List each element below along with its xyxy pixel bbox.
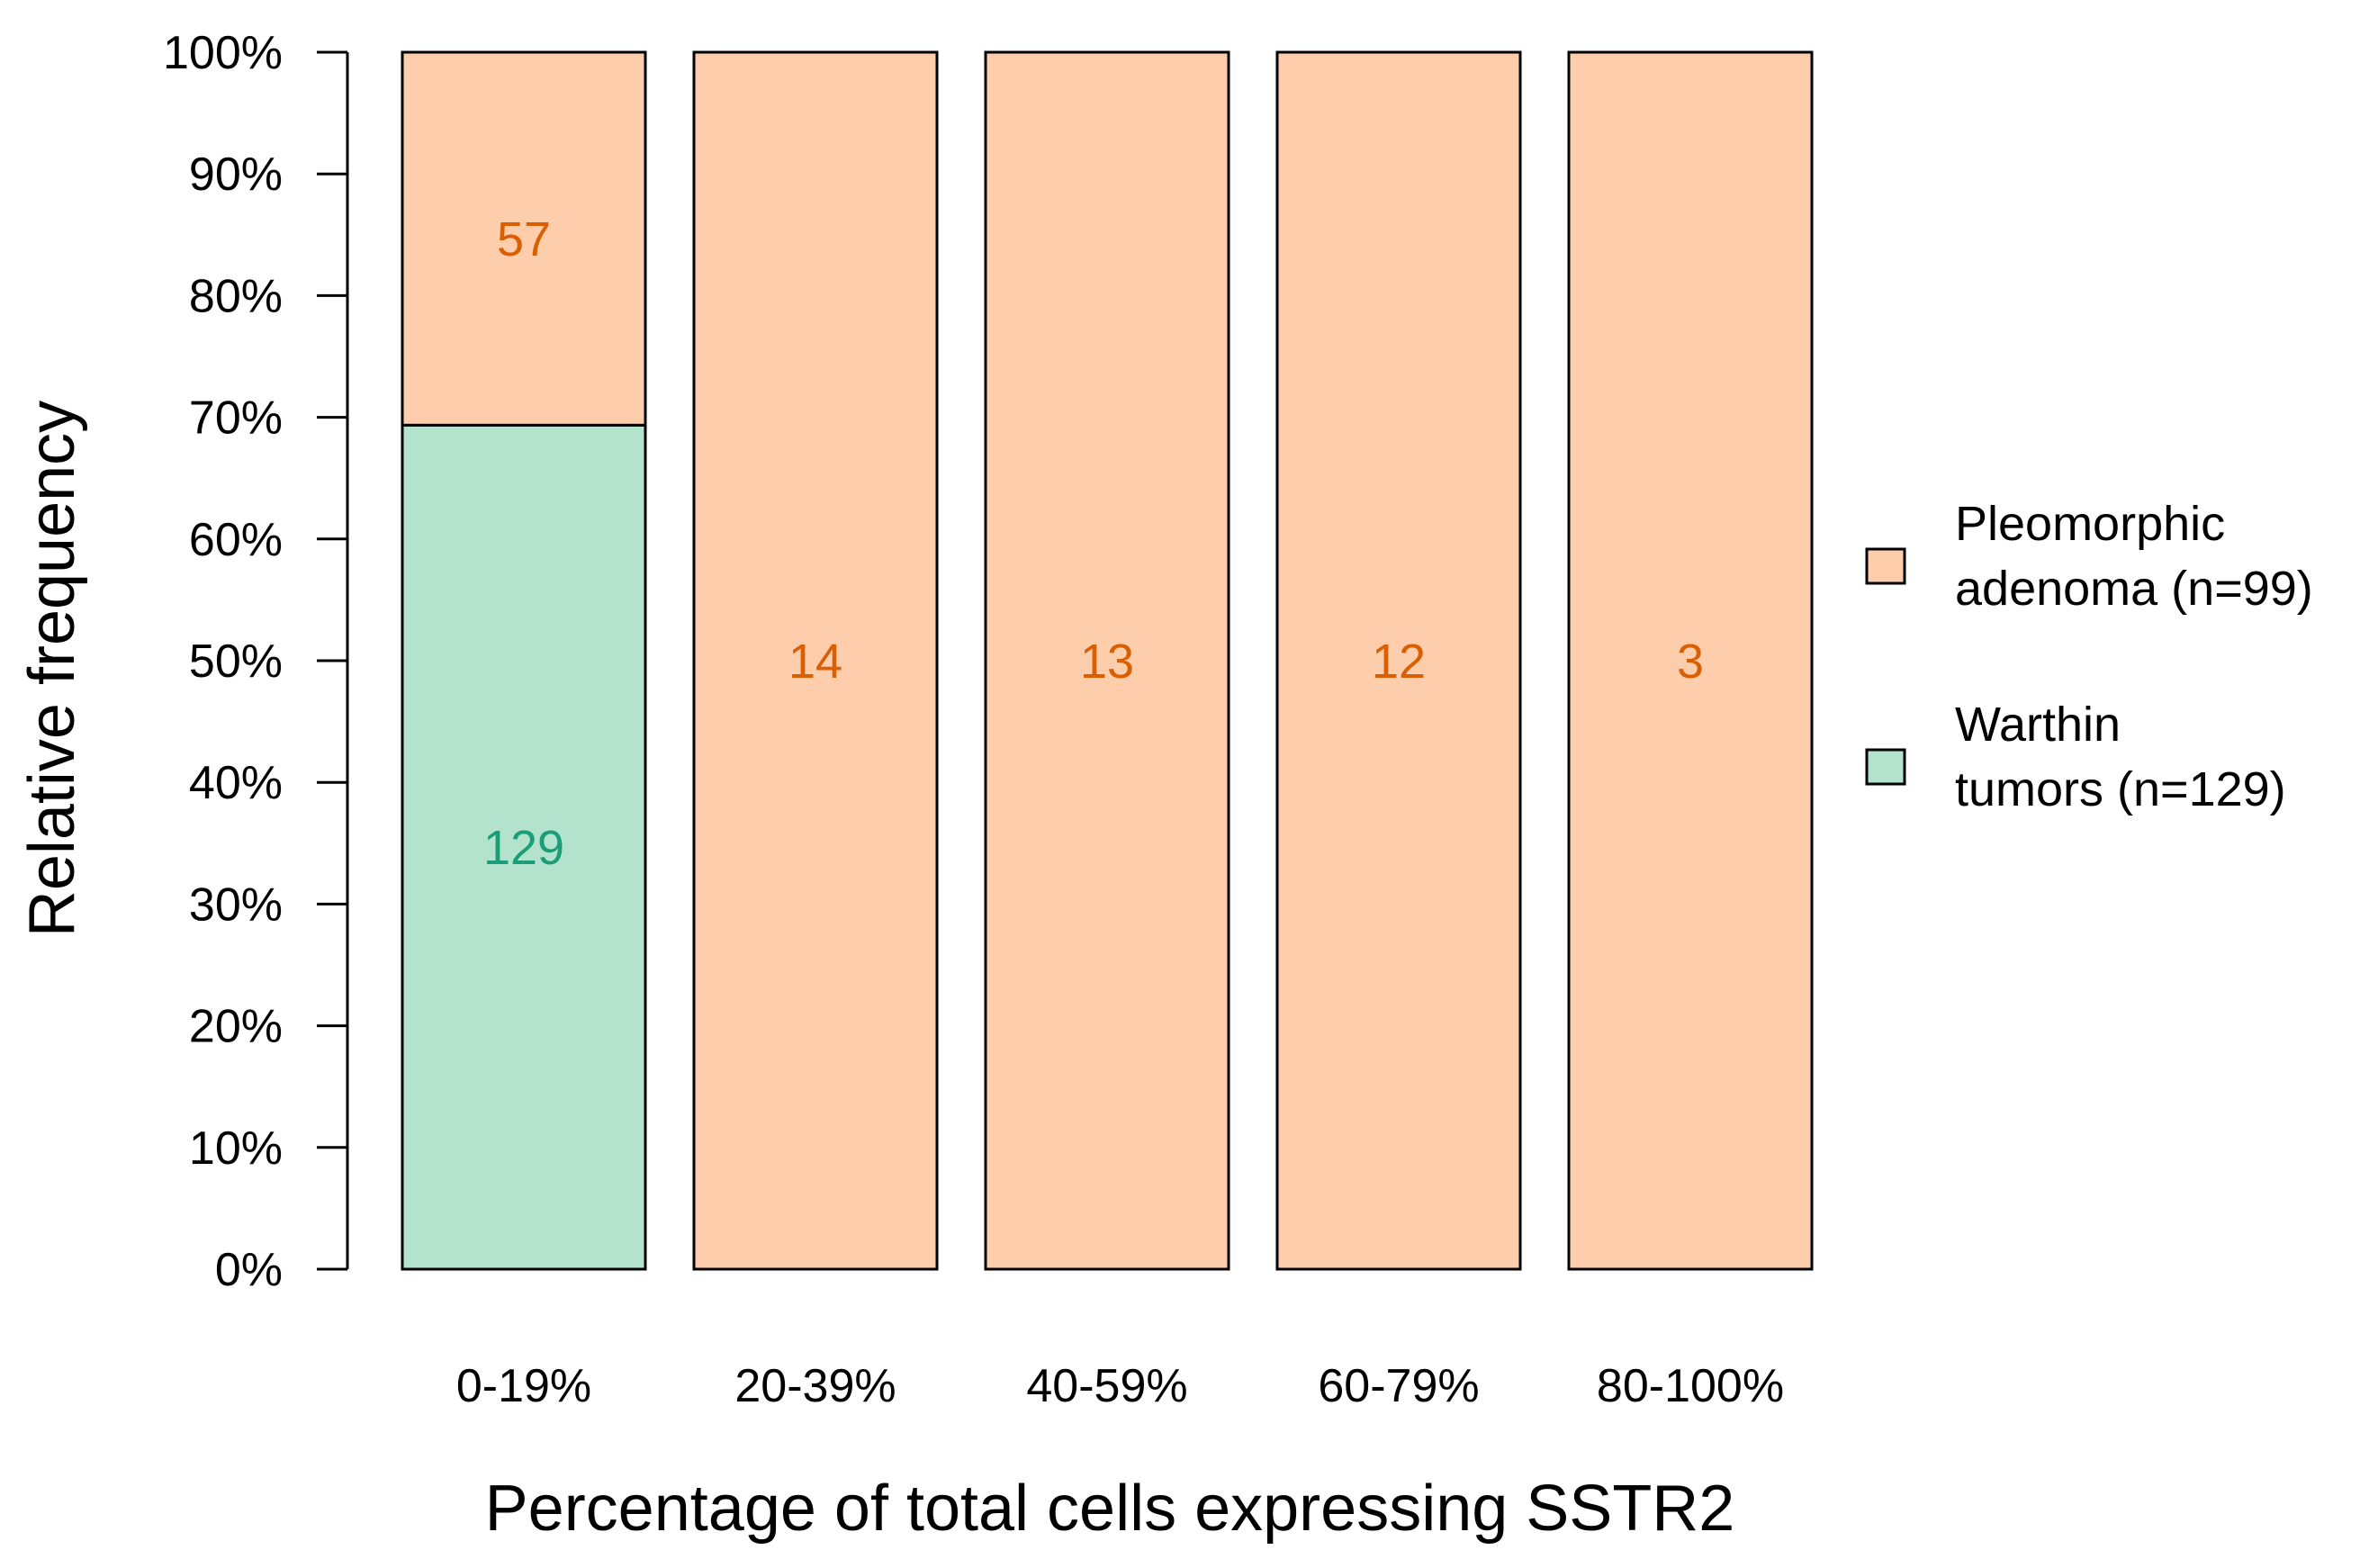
legend-label: adenoma (n=99) [1955,562,2313,616]
bar-segment [401,50,647,427]
bar-count-label: 13 [1080,635,1134,689]
y-tick-label: 60% [189,514,283,566]
y-tick-label: 30% [189,879,283,931]
y-tick-label: 80% [189,270,283,322]
bar-count-label: 3 [1677,635,1704,689]
y-tick-label: 50% [189,635,283,688]
y-tick-label: 100% [163,27,283,79]
bar-count-label: 129 [483,821,564,875]
legend-swatch [1865,547,1906,585]
x-category-label: 0-19% [456,1360,591,1412]
y-tick-label: 20% [189,1001,283,1053]
y-tick-label: 0% [215,1244,283,1296]
legend-label: Pleomorphic [1955,497,2225,551]
legend: Pleomorphic adenoma (n=99) Warthin tumors (… [1865,497,2313,816]
y-tick-label: 40% [189,757,283,809]
x-axis-title: Percentage of total cells expressing SST… [485,1473,1735,1545]
y-axis: 0% 10% 20% 30% 40% 50% 60% 70% 80% 90% 100% [163,27,349,1296]
bar-count-label: 57 [497,212,551,266]
bar-labels: 129 57 14 13 12 3 [483,212,1704,875]
legend-label: Warthin [1955,698,2121,752]
legend-swatch [1865,748,1906,786]
x-axis-labels: 0-19% 20-39% 40-59% 60-79% 80-100% [456,1360,1784,1412]
bar-count-label: 14 [788,635,842,689]
bar-segment [1275,50,1522,1271]
x-category-label: 20-39% [734,1360,896,1412]
bar-segment [1567,50,1814,1271]
y-tick-label: 70% [189,392,283,445]
x-category-label: 40-59% [1026,1360,1187,1412]
y-tick-label: 10% [189,1122,283,1175]
bar-segment [401,423,647,1271]
x-category-label: 80-100% [1597,1360,1784,1412]
y-tick-label: 90% [189,149,283,201]
bars [401,50,1814,1271]
x-category-label: 60-79% [1318,1360,1479,1412]
bar-count-label: 12 [1372,635,1426,689]
legend-label: tumors (n=129) [1955,762,2286,816]
y-axis-title: Relative frequency [16,401,88,937]
bar-segment [692,50,939,1271]
bar-segment [984,50,1230,1271]
